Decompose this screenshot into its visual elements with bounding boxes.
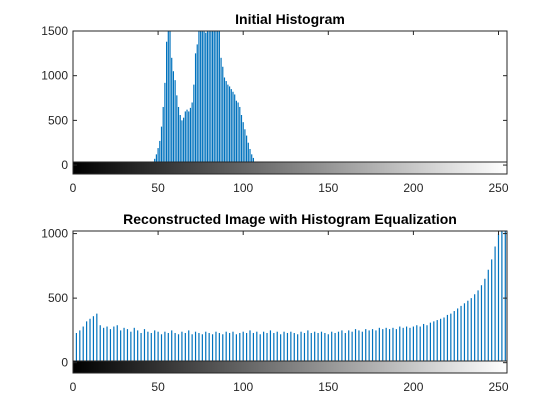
y-axis-ticks: 0 500 1000 (41, 227, 507, 370)
y-axis-ticks: 0 500 1000 1500 (41, 24, 507, 172)
chart-title: Initial Histogram (235, 11, 345, 27)
x-tick-label: 200 (403, 181, 423, 195)
grayscale-colorbar (72, 360, 508, 374)
axes-box (72, 30, 508, 175)
axes-box (72, 230, 508, 374)
x-tick-label: 0 (70, 380, 77, 394)
y-tick-label: 500 (48, 291, 68, 305)
bar-series (75, 231, 506, 363)
x-tick-label: 250 (488, 181, 508, 195)
x-tick-label: 100 (233, 380, 253, 394)
x-tick-label: 50 (151, 181, 165, 195)
grayscale-colorbar (72, 161, 508, 175)
bar-series (150, 31, 258, 166)
x-axis-ticks: 0 50 100 150 200 250 (70, 231, 509, 394)
y-tick-label: 1500 (41, 24, 68, 38)
x-axis-ticks: 0 50 100 150 200 250 (70, 31, 509, 195)
x-tick-label: 0 (70, 181, 77, 195)
subplot-equalized-histogram: Reconstructed Image with Histogram Equal… (41, 211, 509, 394)
x-tick-label: 150 (318, 380, 338, 394)
chart-title: Reconstructed Image with Histogram Equal… (123, 211, 457, 227)
x-tick-label: 150 (318, 181, 338, 195)
y-tick-label: 1000 (41, 69, 68, 83)
y-tick-label: 500 (48, 113, 68, 127)
y-tick-label: 0 (61, 158, 68, 172)
x-tick-label: 200 (403, 380, 423, 394)
subplot-initial-histogram: Initial Histogram 0 500 1000 1500 0 50 100 150… (41, 11, 509, 195)
y-tick-label: 1000 (41, 227, 68, 241)
x-tick-label: 50 (151, 380, 165, 394)
x-tick-label: 100 (233, 181, 253, 195)
y-tick-label: 0 (61, 356, 68, 370)
x-tick-label: 250 (488, 380, 508, 394)
